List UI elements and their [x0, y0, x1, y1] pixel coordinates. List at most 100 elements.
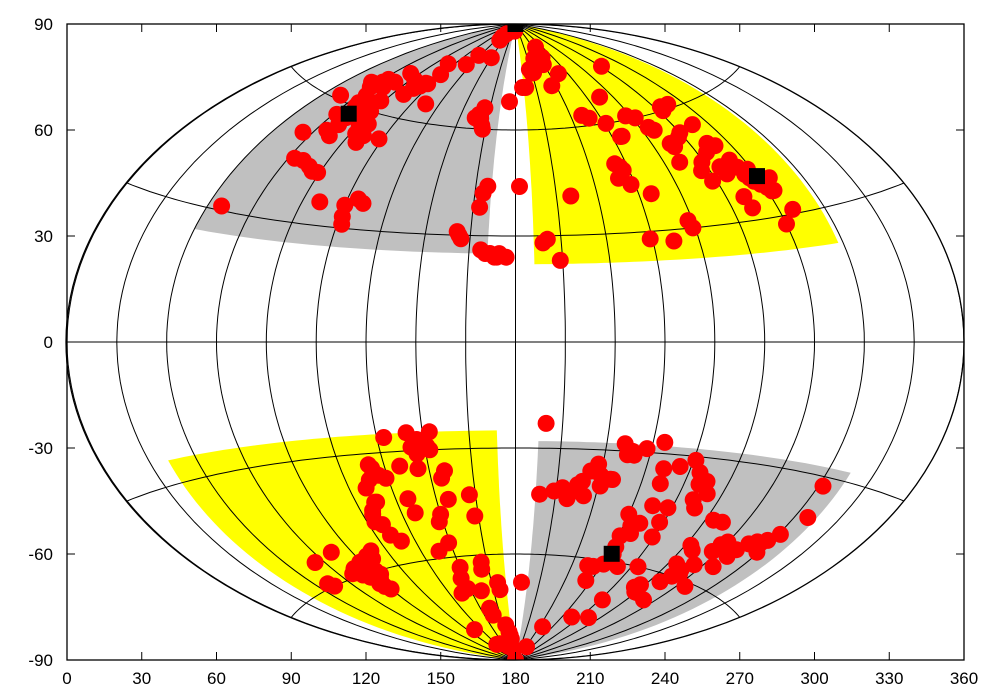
data-point	[597, 114, 615, 132]
y-tick-label: 30	[34, 227, 53, 246]
data-point	[472, 553, 490, 571]
data-point	[593, 57, 610, 75]
data-point	[439, 490, 457, 508]
data-point	[683, 541, 701, 559]
data-point	[551, 251, 569, 269]
data-point	[659, 95, 677, 113]
data-point	[748, 543, 766, 561]
x-tick-label: 30	[132, 669, 151, 688]
data-point	[460, 486, 478, 504]
data-point	[332, 86, 350, 104]
data-point	[537, 414, 555, 432]
data-point	[362, 542, 380, 560]
y-tick-label: -90	[28, 651, 53, 670]
data-point	[765, 182, 783, 199]
data-point	[759, 531, 777, 549]
data-point	[684, 219, 702, 237]
data-point	[631, 514, 649, 532]
data-point	[471, 198, 489, 216]
x-tick-label: 300	[800, 669, 828, 688]
data-point	[625, 446, 643, 464]
marker-square	[340, 105, 357, 122]
data-point	[771, 525, 789, 543]
data-point	[432, 505, 450, 523]
data-point	[457, 56, 475, 74]
data-point	[608, 558, 626, 575]
data-point	[466, 621, 483, 639]
data-point	[575, 487, 592, 505]
data-point	[784, 200, 802, 218]
x-tick-label: 0	[62, 669, 71, 688]
data-point	[614, 161, 632, 179]
data-point	[451, 558, 469, 576]
data-point	[419, 75, 437, 93]
data-point	[399, 490, 417, 508]
x-tick-label: 180	[501, 669, 529, 688]
data-point	[626, 109, 644, 127]
data-point	[459, 580, 477, 598]
data-point	[476, 99, 494, 117]
data-point	[671, 153, 689, 171]
data-point	[531, 485, 549, 503]
data-point	[354, 194, 372, 212]
region-lower-left	[168, 430, 515, 659]
data-point	[622, 176, 640, 193]
data-point	[665, 232, 683, 250]
data-point	[479, 177, 497, 195]
data-point	[704, 558, 722, 576]
data-point	[593, 591, 611, 609]
data-point	[333, 215, 351, 233]
data-point	[409, 460, 427, 478]
data-point	[683, 116, 701, 134]
data-point	[671, 124, 689, 142]
data-point	[306, 554, 324, 571]
y-tick-label: -30	[28, 439, 53, 458]
x-tick-label: 210	[576, 669, 604, 688]
data-point	[629, 558, 647, 576]
data-point	[420, 423, 438, 441]
data-point	[362, 102, 380, 120]
data-point	[322, 543, 340, 561]
data-point	[517, 79, 535, 96]
data-point	[685, 556, 703, 574]
data-point	[473, 120, 491, 138]
data-point	[491, 581, 509, 599]
data-points	[213, 24, 832, 660]
data-point	[482, 49, 500, 67]
data-point	[372, 565, 390, 583]
data-point	[744, 199, 762, 217]
data-point	[641, 230, 659, 248]
data-point	[370, 130, 388, 148]
x-tick-label: 360	[950, 669, 978, 688]
data-point	[354, 127, 372, 145]
data-point	[706, 137, 724, 155]
data-point	[655, 460, 673, 478]
data-point	[613, 127, 631, 145]
data-point	[814, 477, 832, 495]
marker-square	[603, 545, 620, 562]
data-point	[580, 609, 597, 627]
data-point	[704, 172, 722, 190]
data-point	[659, 499, 677, 517]
data-point	[417, 95, 435, 113]
data-point	[406, 504, 424, 522]
data-point	[577, 572, 595, 589]
data-point	[326, 577, 344, 595]
data-point	[440, 534, 458, 552]
data-point	[671, 458, 689, 475]
data-point	[518, 638, 535, 656]
data-point	[375, 429, 393, 446]
data-point	[638, 440, 656, 458]
data-point	[635, 591, 652, 609]
data-point	[686, 499, 704, 517]
data-point	[604, 471, 621, 488]
data-point	[213, 197, 231, 215]
data-point	[320, 127, 338, 145]
data-point	[580, 109, 598, 127]
axes: 0 30 60 90 120 150 180 210 240 270 300 330 360-90-60…	[28, 15, 978, 688]
data-point	[452, 230, 470, 248]
marker-square	[749, 168, 765, 185]
data-point	[311, 193, 329, 211]
data-point	[549, 65, 567, 83]
